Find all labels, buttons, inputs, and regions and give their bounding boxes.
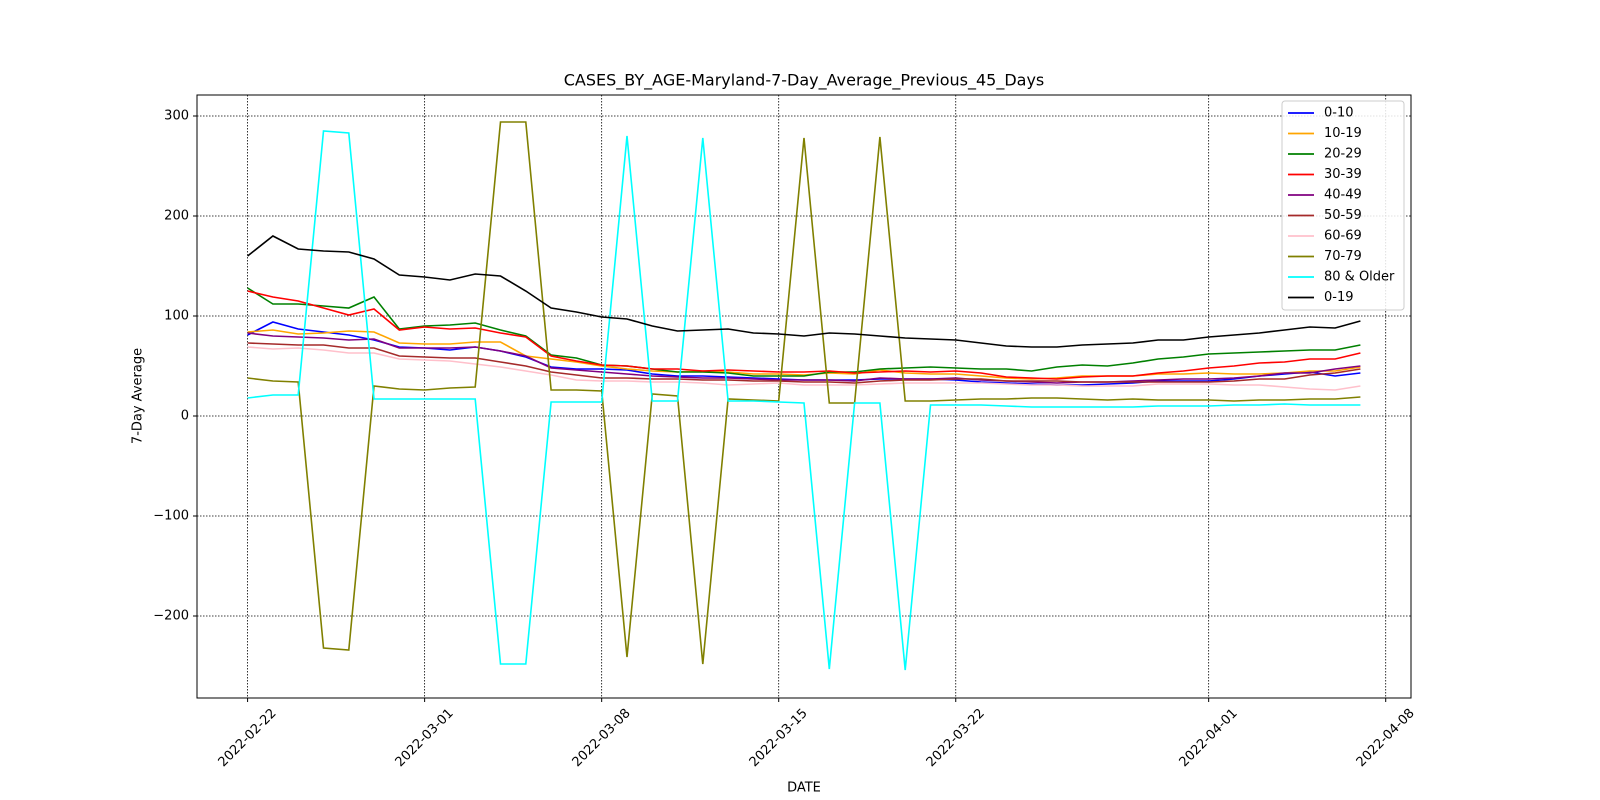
y-tick-label: 0 (181, 409, 189, 424)
x-axis-label: DATE (787, 781, 821, 796)
legend-label: 20-29 (1324, 147, 1362, 162)
series-line (247, 290, 1361, 380)
series-line (247, 332, 1361, 384)
y-tick-label: 300 (164, 109, 189, 124)
legend-label: 0-10 (1324, 106, 1354, 121)
legend-label: 60-69 (1324, 229, 1362, 244)
legend-label: 70-79 (1324, 249, 1362, 264)
series-line (247, 342, 1361, 384)
legend-label: 50-59 (1324, 208, 1362, 223)
series-line (247, 329, 1361, 380)
series-line (247, 121, 1361, 665)
series-line (247, 130, 1361, 671)
series-line (247, 287, 1361, 377)
series-line (247, 346, 1361, 391)
legend-label: 30-39 (1324, 167, 1362, 182)
y-tick-label: −200 (153, 609, 189, 624)
y-tick-label: 100 (164, 309, 189, 324)
y-tick-label: −100 (153, 509, 189, 524)
series-line (247, 235, 1361, 348)
chart-title: CASES_BY_AGE-Maryland-7-Day_Average_Prev… (564, 71, 1045, 91)
legend-label: 40-49 (1324, 188, 1362, 203)
y-tick-label: 200 (164, 209, 189, 224)
plot-frame (196, 94, 1412, 699)
y-axis-label: 7-Day Average (131, 348, 146, 444)
legend-label: 80 & Older (1324, 270, 1395, 285)
legend-label: 0-19 (1324, 290, 1354, 305)
legend-label: 10-19 (1324, 126, 1362, 141)
